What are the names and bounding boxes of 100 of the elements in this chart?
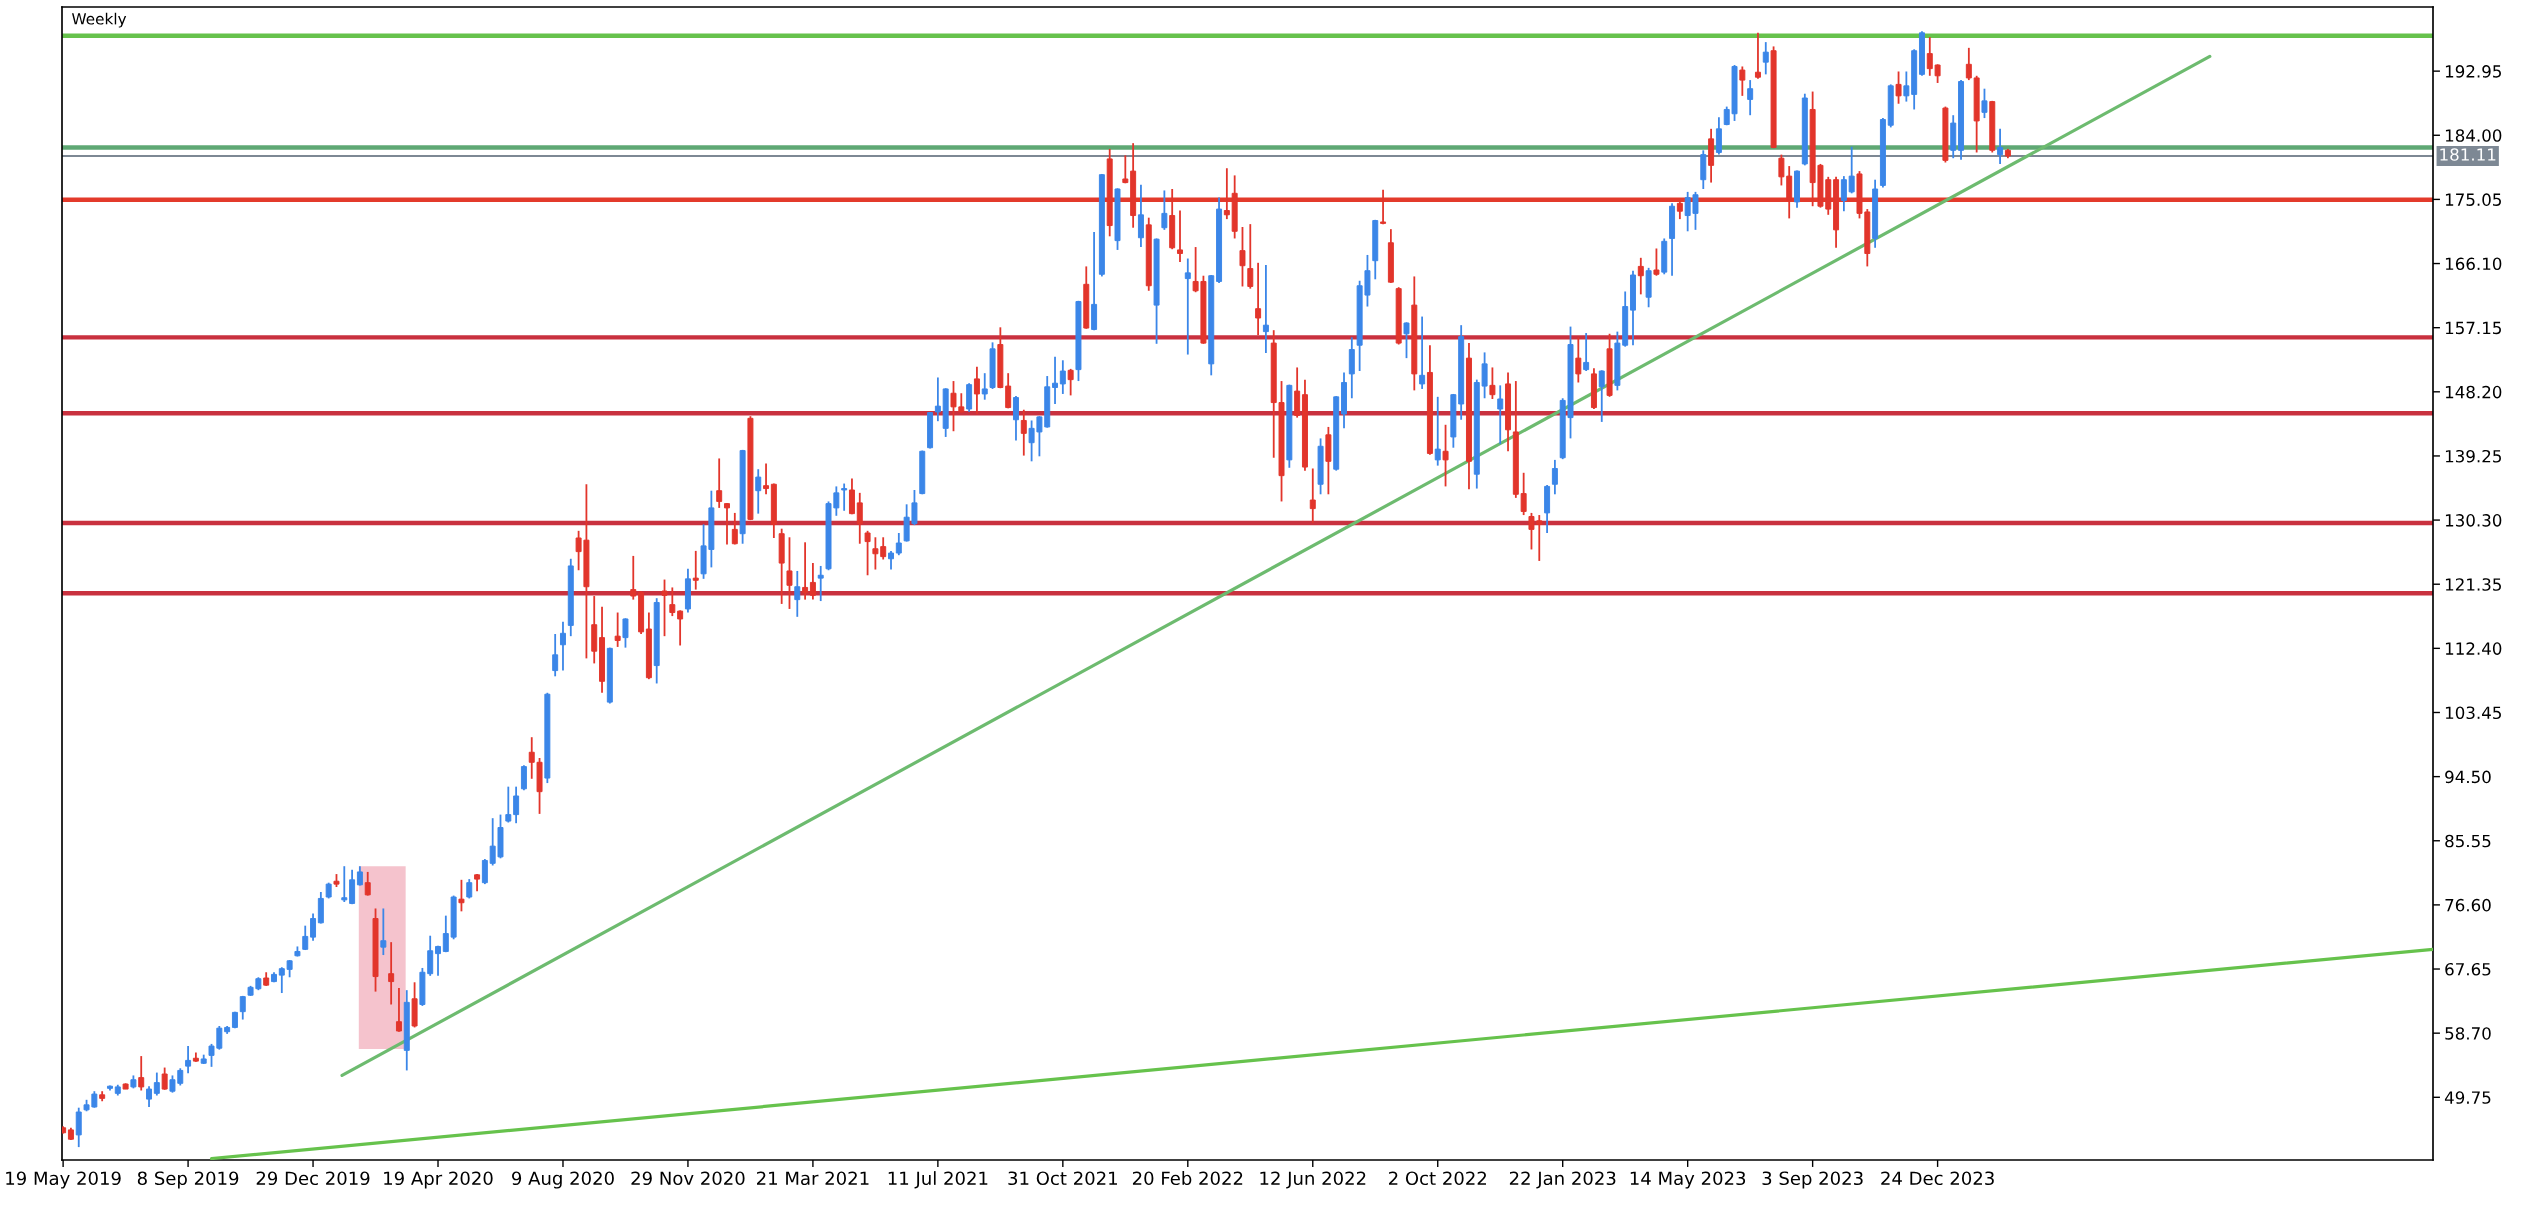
candlestick xyxy=(856,491,863,545)
candlestick xyxy=(1653,247,1660,277)
candlestick xyxy=(1012,395,1019,442)
candlestick xyxy=(973,365,980,415)
x-tick-label: 29 Dec 2019 xyxy=(256,1171,370,1186)
candlestick xyxy=(669,586,676,618)
ref-line-label: 181.11 xyxy=(2440,148,2496,161)
candlestick xyxy=(1122,154,1129,185)
x-tick-label: 3 Sep 2023 xyxy=(1762,1171,1863,1189)
candlestick xyxy=(356,865,363,887)
candlestick xyxy=(1442,423,1449,488)
candlestick xyxy=(552,633,559,678)
candlestick xyxy=(1434,395,1441,467)
candlestick xyxy=(1848,145,1855,195)
candlestick xyxy=(1177,209,1183,264)
candlestick xyxy=(341,865,348,903)
y-tick-label: 67.65 xyxy=(2445,962,2491,976)
x-tick-label: 29 Nov 2020 xyxy=(631,1171,745,1186)
candlestick xyxy=(848,477,855,516)
y-tick-label: 130.30 xyxy=(2445,514,2502,527)
candlestick xyxy=(1715,116,1722,156)
candlestick xyxy=(731,512,738,546)
x-tick-label: 8 Sep 2019 xyxy=(137,1171,239,1189)
candlestick xyxy=(1754,31,1761,80)
y-tick-label: 85.55 xyxy=(2445,834,2491,848)
candlestick xyxy=(520,764,527,792)
candlestick xyxy=(763,462,770,496)
candlestick xyxy=(1520,471,1527,516)
candlestick xyxy=(1403,321,1410,360)
candlestick xyxy=(1637,256,1644,296)
candlestick xyxy=(310,912,317,942)
y-tick-label: 175.05 xyxy=(2445,193,2501,206)
candlestick xyxy=(302,924,309,951)
candlestick xyxy=(692,549,699,591)
y-tick-label: 58.70 xyxy=(2445,1027,2491,1040)
candlestick xyxy=(380,907,387,956)
candlestick xyxy=(349,868,356,906)
candlestick xyxy=(934,376,941,423)
candlestick xyxy=(1419,315,1426,390)
candlestick xyxy=(559,620,566,672)
candlestick xyxy=(153,1071,160,1097)
candlestick xyxy=(809,562,816,601)
candlestick xyxy=(755,468,762,515)
candlestick xyxy=(1762,41,1769,76)
candlestick xyxy=(1067,367,1074,397)
candlestick xyxy=(1997,127,2004,165)
candlestick xyxy=(677,609,684,647)
x-tick-label: 24 Dec 2023 xyxy=(1881,1171,1994,1186)
candlestick xyxy=(75,1106,82,1149)
candlestick xyxy=(1981,87,1988,119)
candlestick xyxy=(1262,264,1269,355)
candlestick xyxy=(614,611,621,648)
candlestick xyxy=(1747,79,1754,117)
y-tick-label: 76.60 xyxy=(2445,898,2491,912)
x-tick-label: 2 Oct 2022 xyxy=(1388,1171,1486,1186)
x-tick-label: 21 Mar 2021 xyxy=(757,1171,869,1186)
candlestick xyxy=(364,871,371,897)
candlestick xyxy=(185,1045,192,1075)
candlestick xyxy=(786,536,793,610)
candlestick xyxy=(622,617,629,649)
candlestick xyxy=(481,858,488,886)
candlestick xyxy=(1497,384,1504,446)
candlestick xyxy=(1052,355,1059,405)
x-tick-label: 19 May 2019 xyxy=(6,1171,121,1189)
x-tick-label: 31 Oct 2021 xyxy=(1008,1171,1117,1186)
candlestick xyxy=(802,541,809,601)
y-tick-label: 157.15 xyxy=(2445,321,2501,335)
x-tick-label: 19 Apr 2020 xyxy=(384,1171,493,1189)
y-tick-label: 139.25 xyxy=(2445,449,2501,463)
candlestick xyxy=(1598,369,1605,423)
candlestick xyxy=(716,457,723,509)
candlestick xyxy=(817,565,824,602)
y-tick-label: 184.00 xyxy=(2445,129,2502,142)
candlestick xyxy=(435,944,441,977)
candlestick xyxy=(794,570,801,618)
y-tick-label: 192.95 xyxy=(2445,65,2501,78)
y-tick-label: 166.10 xyxy=(2445,257,2502,271)
candlestick xyxy=(1895,70,1902,105)
candlestick xyxy=(1247,223,1254,290)
candlestick xyxy=(888,549,894,571)
candlestick xyxy=(661,578,668,638)
y-tick-label: 121.35 xyxy=(2445,578,2501,591)
chart-title: Weekly xyxy=(71,12,127,28)
candlestick xyxy=(146,1085,153,1108)
candlestick xyxy=(864,529,871,577)
x-tick-label: 12 Jun 2022 xyxy=(1260,1171,1366,1189)
candlestick xyxy=(1137,183,1144,248)
candlestick xyxy=(161,1066,168,1091)
candlestick xyxy=(1184,257,1191,356)
candlestick xyxy=(388,941,395,1006)
candlestick xyxy=(1239,226,1246,288)
y-tick-label: 49.75 xyxy=(2444,1091,2491,1104)
candlestick xyxy=(1161,189,1168,231)
x-tick-label: 20 Feb 2022 xyxy=(1132,1171,1243,1186)
y-tick-label: 112.40 xyxy=(2445,642,2502,655)
x-tick-label: 9 Aug 2020 xyxy=(512,1171,614,1189)
candlestick xyxy=(513,785,520,825)
x-tick-label: 14 May 2023 xyxy=(1630,1171,1746,1189)
candlestick xyxy=(1739,65,1746,97)
x-tick-label: 11 Jul 2021 xyxy=(888,1171,988,1189)
